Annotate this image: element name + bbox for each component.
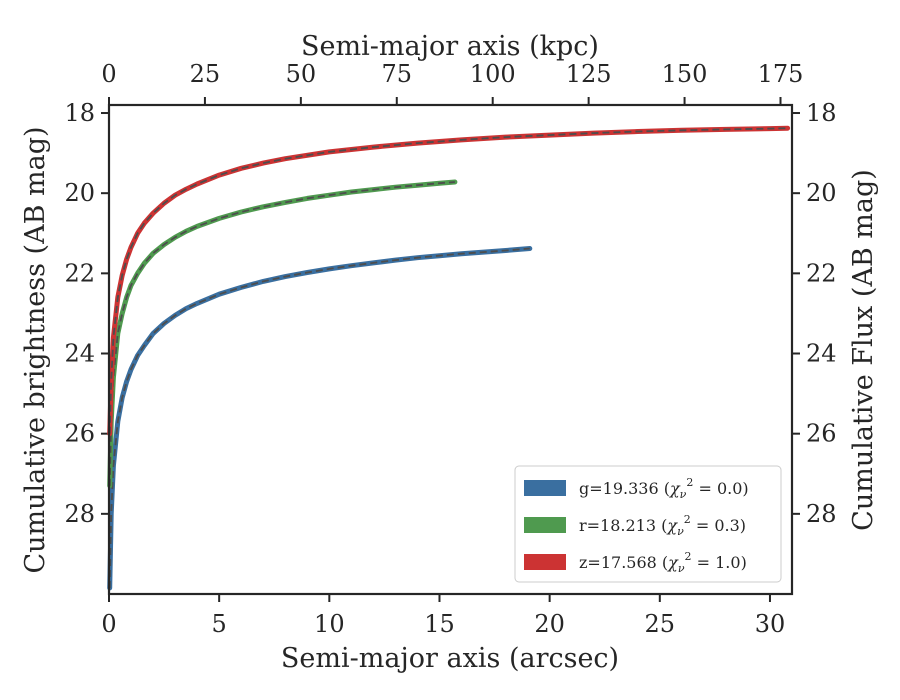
legend-label-r: r=18.213 (χν2 = 0.3) — [579, 513, 746, 538]
top-x-tick-label: 25 — [190, 60, 221, 88]
x-tick-label: 0 — [101, 610, 116, 638]
top-x-tick-label: 175 — [758, 60, 804, 88]
series-line-g — [107, 246, 533, 591]
y-tick-label: 18 — [64, 99, 95, 127]
plot-frame — [107, 103, 794, 596]
legend-label-z: z=17.568 (χν2 = 1.0) — [579, 550, 747, 575]
legend-label-g: g=19.336 (χν2 = 0.0) — [579, 476, 749, 501]
series-model-line-r — [108, 181, 455, 486]
right-y-tick-label: 20 — [806, 179, 837, 207]
legend-swatch-g — [524, 480, 566, 496]
top-x-tick-label: 50 — [286, 60, 317, 88]
series-model-line-g — [108, 247, 530, 589]
x-tick-label: 10 — [314, 610, 345, 638]
right-y-tick-label: 22 — [806, 259, 837, 287]
legend: g=19.336 (χν2 = 0.0) r=18.213 (χν2 = 0.3… — [514, 465, 782, 583]
right-y-tick-label: 28 — [806, 500, 837, 528]
x-tick-label: 20 — [534, 610, 565, 638]
x-tick-label: 30 — [755, 610, 786, 638]
x-axis-title: Semi-major axis (arcsec) — [281, 643, 619, 674]
legend-swatch-r — [524, 517, 566, 533]
right-y-tick-label: 26 — [806, 420, 837, 448]
series-line-z — [107, 125, 791, 437]
top-axis-title: Semi-major axis (kpc) — [301, 31, 599, 62]
y-tick-label: 26 — [64, 420, 95, 448]
x-tick-label: 15 — [424, 610, 455, 638]
top-x-tick-label: 150 — [662, 60, 708, 88]
y-tick-label: 22 — [64, 259, 95, 287]
top-x-tick-label: 125 — [566, 60, 612, 88]
series-model-line-z — [108, 127, 788, 434]
legend-swatch-z — [524, 554, 566, 570]
x-tick-label: 25 — [645, 610, 676, 638]
top-x-tick-label: 100 — [470, 60, 516, 88]
y-axis-title: Cumulative brightness (AB mag) — [20, 126, 51, 573]
legend-frame — [514, 465, 782, 583]
right-y-tick-label: 18 — [806, 99, 837, 127]
right-axis-title: Cumulative Flux (AB mag) — [848, 169, 879, 531]
x-tick-label: 5 — [212, 610, 227, 638]
y-tick-label: 28 — [64, 500, 95, 528]
top-x-tick-label: 75 — [382, 60, 413, 88]
y-tick-label: 24 — [64, 340, 95, 368]
right-y-tick-label: 24 — [806, 340, 837, 368]
series-line-r — [107, 179, 458, 489]
top-x-tick-label: 0 — [101, 60, 116, 88]
y-tick-label: 20 — [64, 179, 95, 207]
series-layer — [107, 125, 791, 591]
